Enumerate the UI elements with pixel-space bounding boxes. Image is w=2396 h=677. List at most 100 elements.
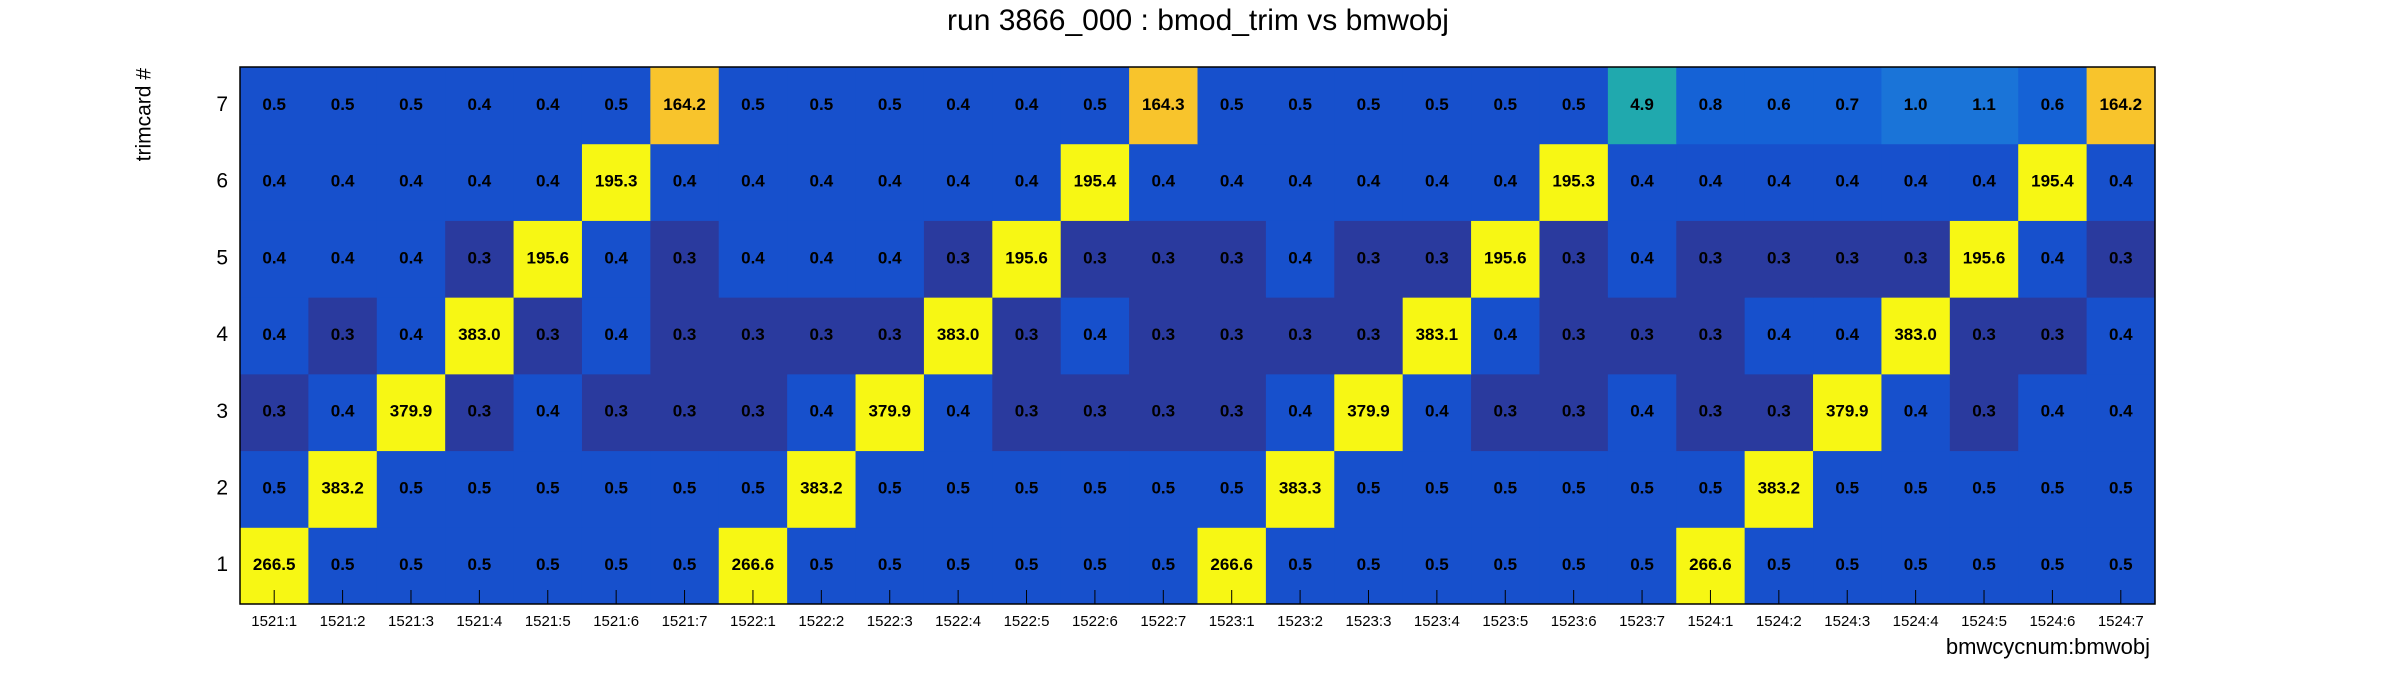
heatmap-cell (581, 373, 651, 452)
cell-label: 383.2 (800, 478, 843, 497)
heatmap-cell (923, 450, 993, 528)
cell-label: 0.4 (946, 95, 970, 114)
cell-label: 0.5 (1083, 555, 1107, 574)
heatmap-cell (1197, 143, 1267, 221)
cell-label: 195.4 (2031, 172, 2074, 191)
heatmap-cell (1060, 143, 1130, 221)
heatmap-cell (445, 143, 515, 221)
heatmap-cell (855, 220, 925, 298)
heatmap-cell (1265, 450, 1335, 528)
cell-label: 0.4 (399, 172, 423, 191)
heatmap-cell (1129, 143, 1198, 221)
cell-label: 0.4 (2041, 248, 2065, 267)
cell-label: 0.5 (810, 555, 834, 574)
cell-label: 0.3 (262, 402, 286, 421)
cell-label: 0.5 (1972, 555, 1996, 574)
cell-label: 0.4 (878, 248, 902, 267)
x-tick-label: 1522:5 (1004, 613, 1050, 630)
heatmap-cell (1744, 67, 1814, 145)
heatmap-cell (1881, 297, 1951, 375)
heatmap-cell (1334, 373, 1404, 452)
cell-label: 0.5 (1493, 478, 1517, 497)
cell-label: 0.4 (946, 172, 970, 191)
cell-label: 0.5 (399, 95, 423, 114)
cell-label: 0.4 (1630, 248, 1654, 267)
heatmap-cell (376, 450, 446, 528)
cell-label: 0.4 (810, 248, 834, 267)
cell-label: 0.3 (536, 325, 560, 344)
cell-label: 195.6 (1484, 248, 1527, 267)
cell-label: 0.4 (468, 172, 492, 191)
heatmap-cell (445, 297, 515, 375)
cell-label: 0.3 (1835, 248, 1859, 267)
heatmap-cell (718, 373, 788, 452)
cell-label: 0.4 (1425, 172, 1449, 191)
cell-label: 0.5 (399, 555, 423, 574)
cell-label: 0.3 (1562, 325, 1586, 344)
cell-label: 0.4 (536, 95, 560, 114)
cell-label: 0.3 (878, 325, 902, 344)
heatmap-cell (445, 450, 515, 528)
cell-label: 0.5 (1767, 555, 1791, 574)
heatmap-cell (1949, 143, 2019, 221)
heatmap-cell (513, 67, 583, 145)
heatmap-cell (445, 67, 515, 145)
heatmap-cell (376, 143, 446, 221)
heatmap-cell (1676, 143, 1746, 221)
cell-label: 195.6 (1005, 248, 1048, 267)
heatmap-cell (1744, 220, 1814, 298)
heatmap-cell (581, 220, 651, 298)
x-tick-label: 1523:1 (1209, 613, 1255, 630)
cell-label: 164.2 (663, 95, 706, 114)
heatmap-cell (1402, 373, 1472, 452)
cell-label: 0.4 (331, 402, 355, 421)
cell-label: 0.5 (1015, 555, 1039, 574)
heatmap-cell (855, 450, 925, 528)
heatmap-cell (1334, 220, 1404, 298)
heatmap-cell (240, 297, 309, 375)
heatmap-cell (1402, 450, 1472, 528)
cell-label: 0.5 (1220, 478, 1244, 497)
heatmap-cell (1949, 297, 2019, 375)
cell-label: 0.4 (741, 248, 765, 267)
cell-label: 0.5 (1083, 478, 1107, 497)
heatmap-cell (1607, 67, 1677, 145)
cell-label: 0.4 (1220, 172, 1244, 191)
cell-label: 0.4 (673, 172, 697, 191)
cell-label: 0.5 (1288, 555, 1312, 574)
x-tick-label: 1522:3 (867, 613, 913, 630)
cell-label: 0.3 (1220, 325, 1244, 344)
heatmap-cell (992, 67, 1062, 145)
heatmap-cell (1539, 67, 1609, 145)
cell-label: 0.5 (946, 555, 970, 574)
cell-label: 0.3 (1288, 325, 1312, 344)
heatmap-cell (1402, 220, 1472, 298)
heatmap-cell (1744, 450, 1814, 528)
cell-label: 0.4 (1288, 172, 1312, 191)
x-tick-label: 1524:5 (1961, 613, 2007, 630)
cell-label: 0.3 (1699, 325, 1723, 344)
cell-label: 0.3 (1630, 325, 1654, 344)
heatmap-cell (923, 143, 993, 221)
cell-label: 0.3 (1220, 402, 1244, 421)
cell-label: 0.5 (1083, 95, 1107, 114)
heatmap-cell (992, 373, 1062, 452)
heatmap-cell (1949, 373, 2019, 452)
heatmap-cell (1129, 67, 1198, 145)
heatmap-cell (2086, 220, 2156, 298)
heatmap-cell (2018, 297, 2088, 375)
heatmap-cell (1060, 373, 1130, 452)
cell-label: 0.4 (1425, 402, 1449, 421)
x-tick-label: 1523:7 (1619, 613, 1665, 630)
x-tick-label: 1524:3 (1824, 613, 1870, 630)
cell-label: 0.4 (1151, 172, 1175, 191)
heatmap-cell (1676, 220, 1746, 298)
x-tick-label: 1524:4 (1893, 613, 1939, 630)
cell-label: 195.4 (1074, 172, 1117, 191)
cell-label: 0.3 (468, 248, 492, 267)
heatmap-cell (1471, 220, 1540, 298)
cell-label: 0.3 (1151, 402, 1175, 421)
heatmap-cell (1949, 450, 2019, 528)
cell-label: 266.6 (732, 555, 775, 574)
cell-label: 0.4 (1767, 325, 1791, 344)
